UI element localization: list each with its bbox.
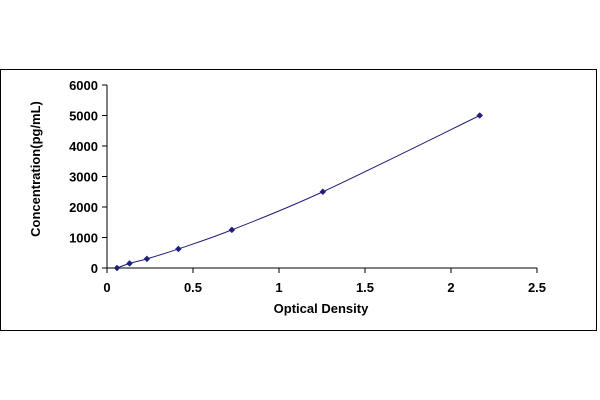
data-point bbox=[143, 255, 151, 263]
x-tick-label: 2 bbox=[447, 280, 454, 295]
x-axis-title: Optical Density bbox=[274, 301, 369, 316]
y-tick-label: 6000 bbox=[69, 78, 98, 93]
ticks bbox=[102, 84, 538, 273]
series-line bbox=[116, 115, 480, 269]
data-point bbox=[228, 226, 236, 234]
data-point bbox=[175, 245, 182, 253]
axes bbox=[106, 85, 537, 269]
data-point bbox=[476, 112, 484, 119]
y-tick-label: 5000 bbox=[69, 109, 98, 124]
data-point bbox=[126, 260, 133, 267]
data-point bbox=[113, 264, 121, 272]
y-tick-label: 4000 bbox=[69, 139, 98, 154]
x-tick-label: 1 bbox=[275, 280, 282, 295]
y-tick-label: 3000 bbox=[69, 170, 98, 185]
data-point bbox=[319, 188, 327, 196]
x-tick-label: 1.5 bbox=[356, 280, 374, 295]
y-tick-label: 0 bbox=[91, 261, 98, 276]
x-tick-label: 0.5 bbox=[184, 280, 202, 295]
y-axis-title: Concentration(pg/mL) bbox=[28, 101, 43, 237]
x-tick-label: 2.5 bbox=[528, 280, 546, 295]
tick-labels: 0 1000 2000 3000 4000 5000 6000 0 0.5 1 1.5 2 2.5 bbox=[69, 78, 546, 295]
chart-frame bbox=[0, 69, 597, 331]
y-tick-label: 1000 bbox=[69, 231, 98, 246]
series bbox=[113, 112, 484, 272]
y-tick-label: 2000 bbox=[69, 200, 98, 215]
x-tick-label: 0 bbox=[103, 280, 110, 295]
